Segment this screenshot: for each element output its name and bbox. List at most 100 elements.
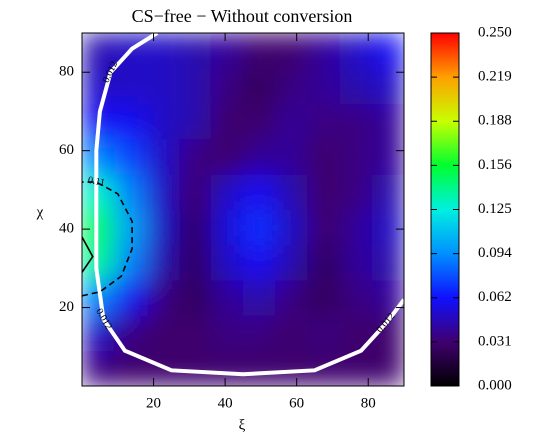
heat-cell xyxy=(243,244,276,281)
x-tick-label: 20 xyxy=(146,395,161,411)
heat-cell xyxy=(82,174,115,210)
heat-cell xyxy=(210,244,244,281)
heat-cell xyxy=(339,103,373,140)
heat-cell xyxy=(114,315,147,352)
heat-cell xyxy=(307,103,341,140)
colorbar-tick-label: 0.156 xyxy=(478,157,512,173)
heat-cell xyxy=(371,209,404,246)
heat-cell xyxy=(243,280,276,316)
colorbar-tick-label: 0.094 xyxy=(478,245,512,261)
colorbar-tick-label: 0.188 xyxy=(478,113,512,129)
heat-cell xyxy=(178,209,212,246)
heat-cell xyxy=(371,68,404,105)
heat-cell xyxy=(210,68,244,105)
y-axis-label: χ xyxy=(36,204,44,220)
heat-cell xyxy=(178,33,212,69)
heat-cell xyxy=(114,209,147,246)
heat-cell xyxy=(371,244,404,281)
heatmap xyxy=(82,33,404,386)
heat-cell xyxy=(275,103,308,140)
heat-cell xyxy=(243,209,276,246)
heat-cell xyxy=(210,138,244,175)
y-tick-label: 20 xyxy=(59,299,74,315)
heat-cell xyxy=(307,174,341,210)
x-axis-label: ξ xyxy=(239,417,246,433)
heat-cell xyxy=(307,244,341,281)
heat-cell xyxy=(371,138,404,175)
heat-cell xyxy=(339,280,373,316)
colorbar-tick-label: 0.250 xyxy=(478,24,512,40)
heat-cell xyxy=(243,138,276,175)
heat-cell xyxy=(339,68,373,105)
colorbar-tick-label: 0.125 xyxy=(478,201,512,217)
heat-cell xyxy=(210,103,244,140)
heatmap-cells xyxy=(82,33,404,386)
heat-cell xyxy=(243,315,276,352)
heat-cell xyxy=(178,350,212,386)
heat-cell xyxy=(243,103,276,140)
heat-cell xyxy=(339,244,373,281)
heat-cell xyxy=(178,244,212,281)
heat-cell xyxy=(146,68,180,105)
contours xyxy=(82,33,404,377)
heat-cell xyxy=(243,174,276,210)
heat-cell xyxy=(114,244,147,281)
heat-cell xyxy=(114,174,147,210)
heat-cell xyxy=(275,33,308,69)
x-tick-label: 60 xyxy=(289,395,304,411)
heat-cell xyxy=(275,68,308,105)
colorbar-tick-label: 0.000 xyxy=(478,377,512,393)
heat-cell xyxy=(243,68,276,105)
heat-cell xyxy=(178,280,212,316)
heat-cell xyxy=(339,138,373,175)
x-tick-label: 40 xyxy=(218,395,233,411)
x-tick-label: 80 xyxy=(361,395,376,411)
heat-cell xyxy=(146,103,180,140)
heat-cell xyxy=(146,33,180,69)
heat-cell xyxy=(146,315,180,352)
heat-cell xyxy=(371,174,404,210)
heat-cell xyxy=(178,103,212,140)
heat-cell xyxy=(114,103,147,140)
heat-cell xyxy=(307,33,341,69)
y-tick-label: 40 xyxy=(59,221,74,237)
plot-frame xyxy=(81,32,405,387)
heat-cell xyxy=(114,280,147,316)
heat-cell xyxy=(146,244,180,281)
heat-cell xyxy=(146,280,180,316)
heat-cell xyxy=(146,174,180,210)
heat-cell xyxy=(178,315,212,352)
heat-cell xyxy=(275,138,308,175)
heat-cell xyxy=(371,350,404,386)
heat-cell xyxy=(210,174,244,210)
heat-cell xyxy=(339,33,373,69)
colorbar-tick-label: 0.219 xyxy=(478,69,512,85)
heat-cell xyxy=(178,138,212,175)
heat-cell xyxy=(275,315,308,352)
y-tick-label: 80 xyxy=(59,64,74,80)
contour-label: 0.11 xyxy=(87,175,106,189)
heat-cell xyxy=(82,350,115,386)
heat-cell xyxy=(210,209,244,246)
chart-title: CS−free − Without conversion xyxy=(132,6,353,26)
heat-cell xyxy=(371,103,404,140)
heat-cell xyxy=(210,315,244,352)
heat-cell xyxy=(210,280,244,316)
heat-cell xyxy=(307,138,341,175)
contour-line xyxy=(82,236,94,273)
heat-cell xyxy=(307,315,341,352)
heat-cell xyxy=(339,209,373,246)
heat-cell xyxy=(275,174,308,210)
heat-cell xyxy=(339,174,373,210)
heat-cell xyxy=(275,280,308,316)
heat-cell xyxy=(82,33,115,69)
heat-cell xyxy=(210,33,244,69)
heat-cell xyxy=(243,33,276,69)
heat-cell xyxy=(82,209,115,246)
heat-cell xyxy=(275,244,308,281)
heat-cell xyxy=(114,68,147,105)
heat-cell xyxy=(307,68,341,105)
heat-cell xyxy=(178,174,212,210)
heat-cell xyxy=(275,209,308,246)
y-tick-label: 60 xyxy=(59,142,74,158)
